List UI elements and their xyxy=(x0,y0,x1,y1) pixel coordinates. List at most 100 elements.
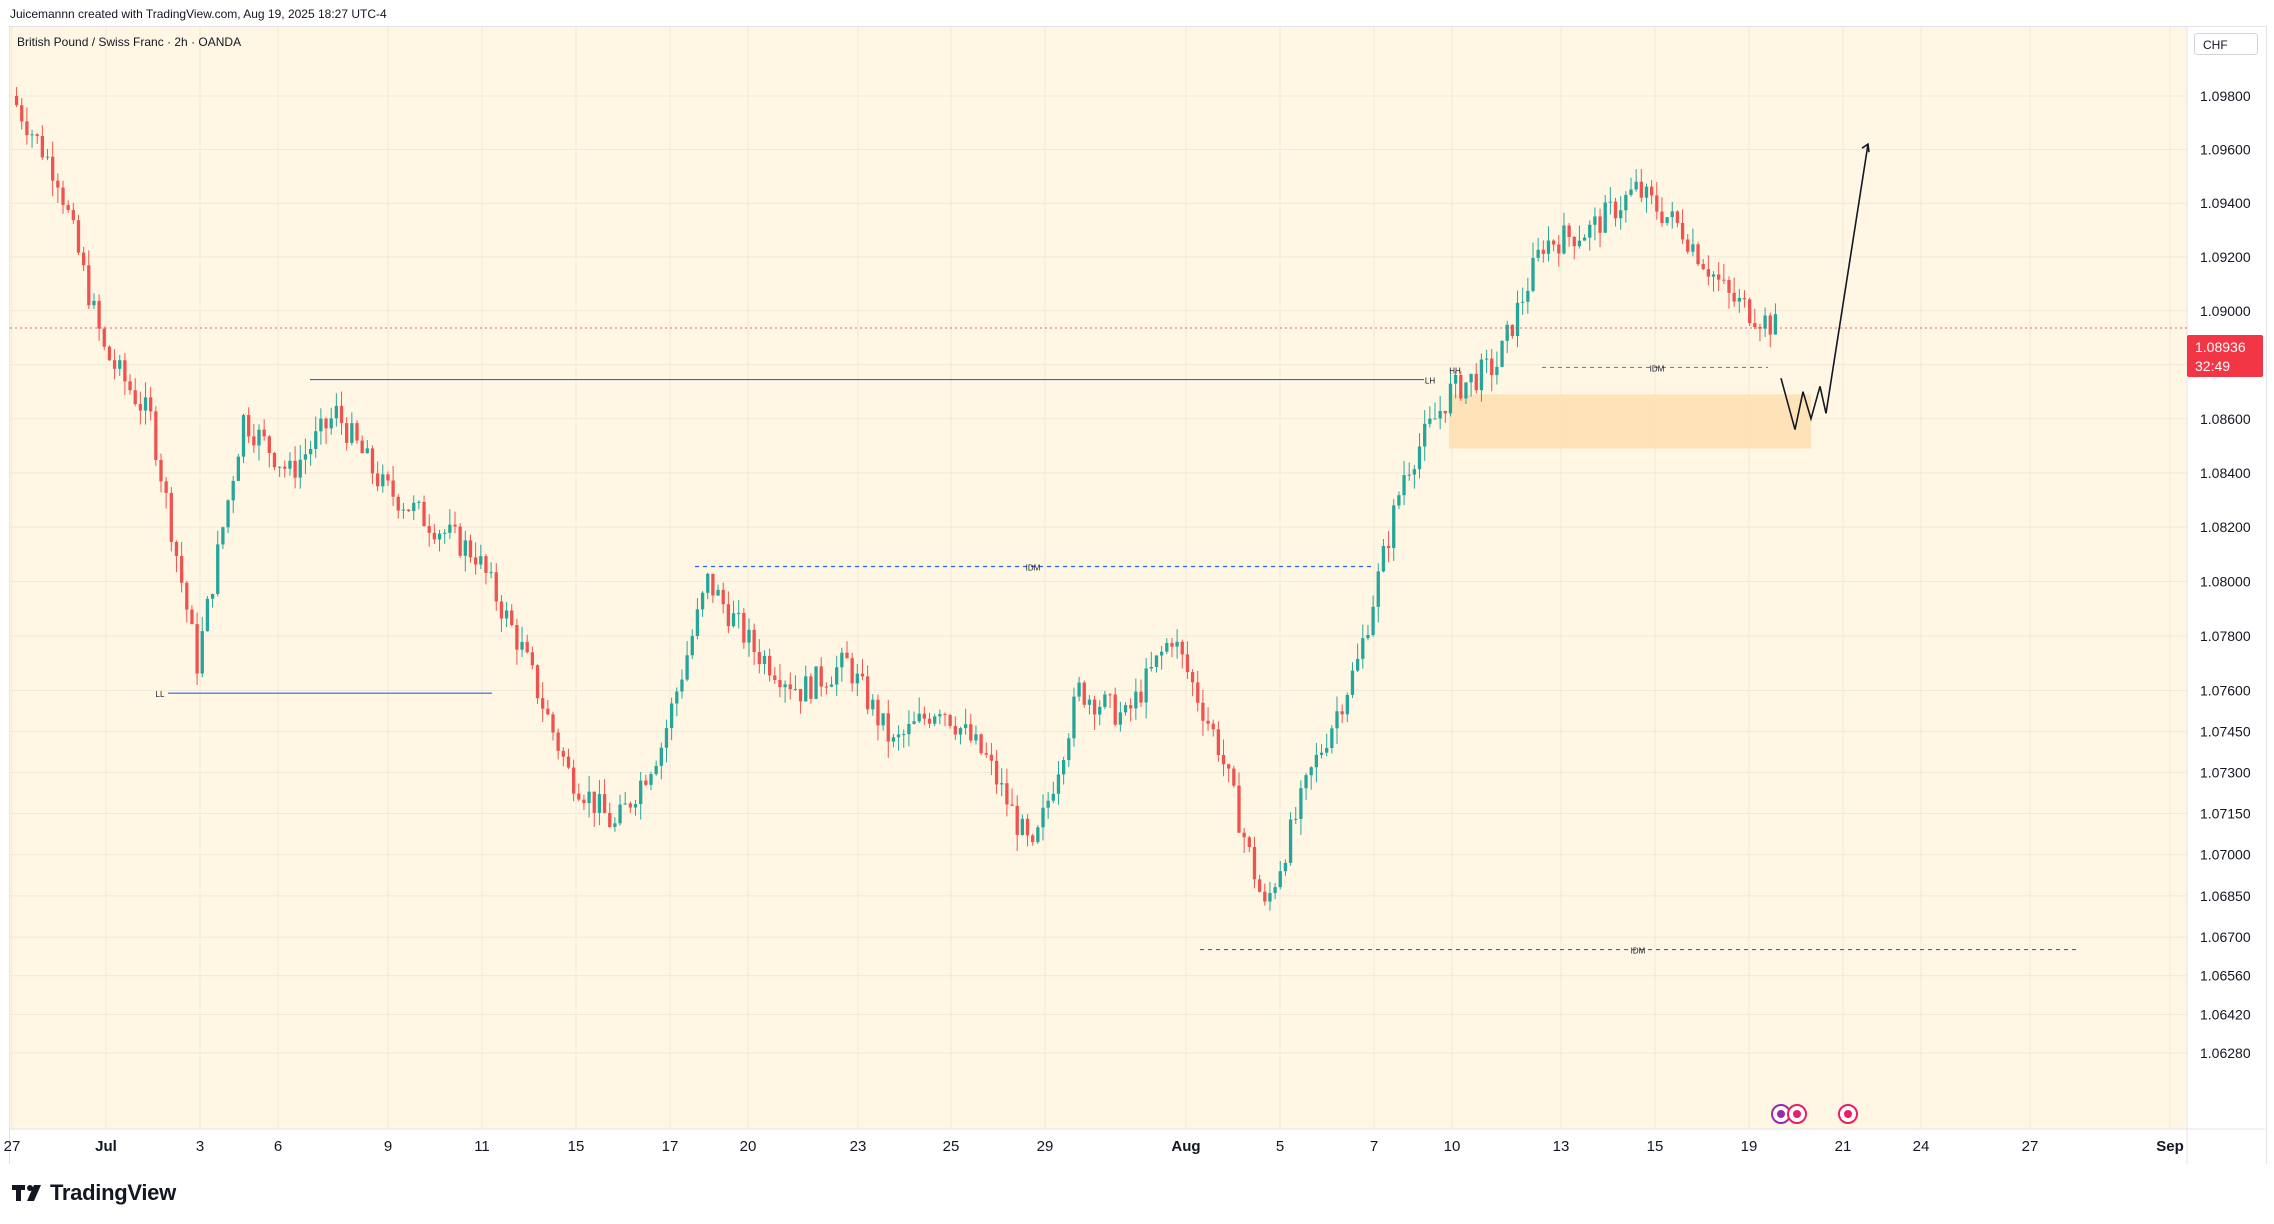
candle-body xyxy=(56,180,60,188)
candle-body xyxy=(1464,382,1468,399)
candle-body xyxy=(1139,691,1143,703)
candle-body xyxy=(1644,186,1649,198)
candle-body xyxy=(1366,634,1370,639)
candle-body xyxy=(1355,658,1360,671)
candle-body xyxy=(1567,225,1571,238)
candle-body xyxy=(845,652,849,659)
candle-body xyxy=(1484,358,1489,360)
time-tick-label: 17 xyxy=(662,1138,679,1155)
candle-body xyxy=(943,714,947,716)
candle-body xyxy=(804,676,808,702)
candle-body xyxy=(401,509,406,511)
candle-body xyxy=(355,423,359,441)
candle-body xyxy=(149,397,153,412)
currency-selector[interactable]: CHF xyxy=(2194,33,2258,55)
candle-body xyxy=(948,714,952,726)
candle-body xyxy=(231,480,235,501)
candle-body xyxy=(1474,373,1478,391)
candle-body xyxy=(587,791,591,804)
candle-body xyxy=(1639,181,1643,198)
candle-body xyxy=(1593,216,1597,225)
candle-body xyxy=(1082,682,1086,705)
price-tick-label: 1.07600 xyxy=(2200,682,2251,698)
candle-body xyxy=(1613,201,1618,219)
candle-body xyxy=(1015,805,1019,835)
candle-body xyxy=(1175,641,1179,647)
candle-body xyxy=(1170,642,1174,647)
candle-body xyxy=(773,675,777,681)
projection-arrowhead xyxy=(1861,142,1870,153)
candle-body xyxy=(747,629,751,643)
time-tick-label: 20 xyxy=(740,1138,757,1155)
candle-body xyxy=(551,714,555,733)
candle-body xyxy=(927,718,932,724)
projection-layer xyxy=(1780,142,1870,430)
candle-body xyxy=(1129,705,1133,709)
candle-body xyxy=(721,589,725,605)
candle-body xyxy=(1680,222,1685,240)
candle-body xyxy=(479,556,483,565)
candle-body xyxy=(1526,290,1530,302)
time-tick-label: 25 xyxy=(943,1138,960,1155)
candle-body xyxy=(267,436,271,454)
candle-body xyxy=(571,767,576,794)
candle-body xyxy=(608,812,612,827)
level-label-ll: LL xyxy=(156,690,165,699)
candle-body xyxy=(525,641,529,653)
candle-body xyxy=(659,747,663,766)
candle-body xyxy=(1247,837,1251,847)
candle-body xyxy=(1624,194,1628,211)
candle-body xyxy=(541,698,545,709)
candle-body xyxy=(97,300,101,329)
candle-body xyxy=(1717,274,1721,280)
candle-body xyxy=(1263,891,1267,902)
candle-body xyxy=(345,423,349,443)
candle-body xyxy=(262,429,266,437)
candle-body xyxy=(339,405,344,424)
candle-body xyxy=(984,753,988,755)
tradingview-logo[interactable]: TradingView xyxy=(12,1180,176,1206)
time-tick-label: Aug xyxy=(1171,1138,1200,1155)
candle-body xyxy=(370,448,375,474)
event-icons[interactable] xyxy=(1771,1104,1858,1124)
candle-body xyxy=(917,713,921,722)
candle-body xyxy=(561,750,565,757)
candle-body xyxy=(767,655,772,676)
candle-body xyxy=(216,544,220,594)
candle-body xyxy=(1428,418,1432,424)
candle-body xyxy=(1242,832,1246,838)
candle-body xyxy=(1479,359,1484,391)
candle-body xyxy=(618,804,622,824)
candles xyxy=(14,87,1778,911)
current-price-label: 1.08936 32:49 xyxy=(2187,335,2263,377)
price-tick-label: 1.09600 xyxy=(2200,142,2251,158)
candle-body xyxy=(1072,696,1076,739)
candle-body xyxy=(953,725,957,735)
candle-body xyxy=(1737,297,1741,302)
candle-body xyxy=(726,604,731,627)
bar-countdown: 32:49 xyxy=(2195,358,2231,374)
candle-body xyxy=(61,187,65,205)
candle-body xyxy=(112,360,117,369)
candle-body xyxy=(958,728,963,735)
candle-body xyxy=(1582,237,1587,241)
candle-body xyxy=(1722,279,1726,281)
candle-body xyxy=(406,509,411,512)
candle-body xyxy=(1268,893,1272,902)
candle-body xyxy=(288,460,292,469)
candle-body xyxy=(778,680,782,688)
candle-body xyxy=(1025,818,1030,836)
candle-body xyxy=(1000,783,1004,785)
marker-hh: HH xyxy=(1449,367,1461,376)
candle-body xyxy=(138,404,143,411)
candle-body xyxy=(907,723,911,735)
candle-body xyxy=(1361,638,1365,659)
current-price-value: 1.08936 xyxy=(2195,339,2246,355)
candle-body xyxy=(902,734,906,736)
candle-body xyxy=(1588,224,1592,238)
candle-body xyxy=(1469,373,1473,383)
candle-body xyxy=(628,803,633,808)
candle-body xyxy=(1711,274,1716,277)
candle-body xyxy=(314,431,318,449)
